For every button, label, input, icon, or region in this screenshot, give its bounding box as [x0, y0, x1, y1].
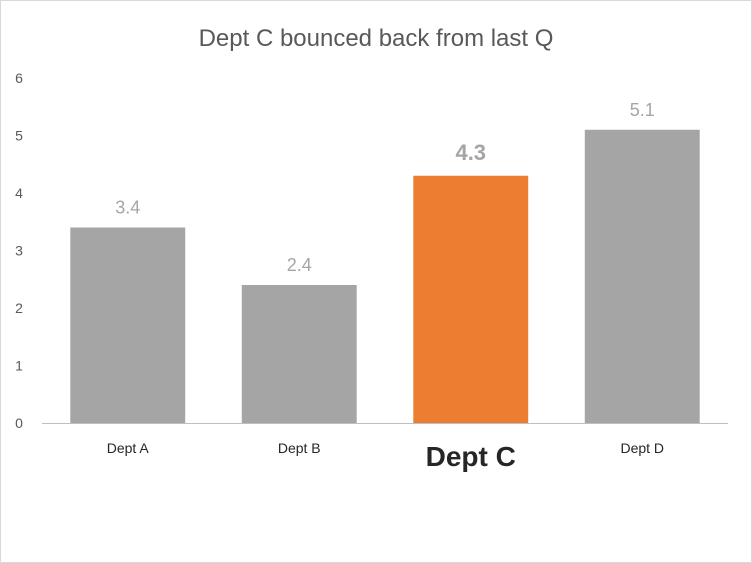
x-tick-label: Dept B — [278, 440, 321, 456]
bar-dept-a — [70, 227, 186, 423]
x-tick-label: Dept A — [107, 440, 150, 456]
y-tick-label: 4 — [15, 185, 23, 201]
y-tick-label: 2 — [15, 300, 23, 316]
x-tick-label: Dept C — [426, 441, 516, 472]
data-label: 5.1 — [630, 100, 655, 120]
y-tick-label: 0 — [15, 415, 23, 431]
bar-dept-d — [584, 129, 700, 423]
bars — [70, 129, 700, 423]
x-tick-label: Dept D — [620, 440, 664, 456]
y-tick-label: 1 — [15, 358, 23, 374]
data-label: 3.4 — [115, 198, 140, 218]
bar-dept-b — [241, 285, 357, 423]
data-labels: 3.4 2.4 4.3 5.1 — [115, 100, 655, 275]
x-axis-ticks: Dept A Dept B Dept C Dept D — [107, 440, 664, 472]
y-tick-label: 6 — [15, 70, 23, 86]
data-label: 4.3 — [455, 140, 486, 165]
data-label: 2.4 — [287, 255, 312, 275]
y-axis-ticks: 0 1 2 3 4 5 6 — [15, 70, 23, 431]
y-tick-label: 5 — [15, 128, 23, 144]
chart-title: Dept C bounced back from last Q — [199, 25, 554, 52]
y-tick-label: 3 — [15, 243, 23, 259]
bar-dept-c — [413, 175, 529, 423]
